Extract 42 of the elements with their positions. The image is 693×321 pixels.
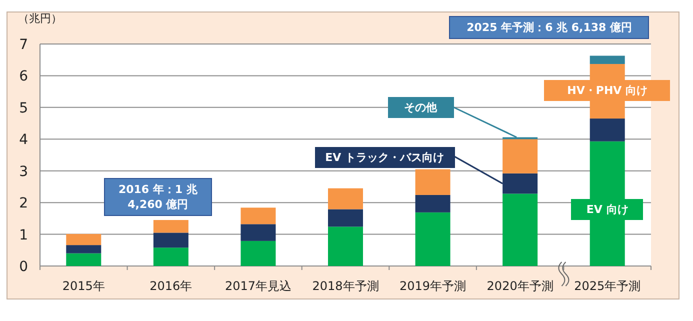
y-tick-label: 7: [19, 37, 28, 53]
y-tick-label: 5: [19, 100, 28, 116]
bar: [415, 212, 450, 266]
y-axis-title: （兆円）: [18, 12, 62, 25]
y-tick-label: 1: [19, 227, 28, 244]
bar: [66, 234, 102, 246]
bar: [328, 209, 363, 227]
bar: [240, 208, 276, 224]
y-tick-label: 6: [19, 68, 28, 85]
bar: [328, 226, 363, 266]
x-tick-label: 2020年予測: [486, 279, 554, 293]
bar: [240, 224, 276, 241]
bar: [328, 188, 363, 210]
x-tick-label: 2019年予測: [400, 279, 466, 293]
bar: [66, 245, 102, 254]
bar: [415, 169, 450, 195]
bar: [415, 194, 450, 212]
bar: [502, 139, 538, 174]
bar: [153, 248, 188, 266]
callout-label: その他: [388, 97, 454, 118]
callout-label: 2025 年予測：6 兆 6,138 億円: [449, 16, 650, 40]
bar: [502, 173, 538, 194]
bar: [590, 56, 625, 64]
x-tick-label: 2017年見込: [224, 279, 292, 293]
bar: [590, 118, 625, 142]
callout-label: EV トラック・バス向け: [314, 146, 455, 168]
x-tick-label: 2016年: [150, 279, 192, 293]
x-tick-label: 2018年予測: [312, 279, 379, 293]
y-tick-label: 0: [19, 259, 28, 275]
y-tick-label: 3: [19, 164, 28, 180]
bar: [153, 232, 188, 248]
x-tick-label: 2015年: [62, 279, 105, 293]
y-tick-label: 2: [19, 196, 28, 212]
callout-label: HV・PHV 向け: [544, 80, 670, 102]
bar: [502, 194, 538, 266]
callout-label: EV 向け: [571, 198, 644, 220]
bar: [66, 253, 102, 266]
callout-label: 2016 年：1 兆 4,260 億円: [104, 178, 212, 216]
y-tick-label: 4: [19, 132, 28, 148]
x-tick-label: 2025年予測: [574, 279, 641, 293]
bar: [153, 220, 188, 233]
bar: [240, 240, 276, 266]
